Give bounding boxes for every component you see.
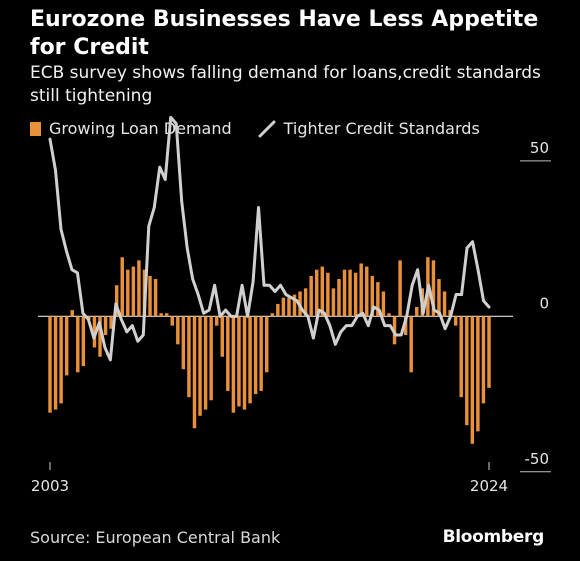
- bar: [453, 316, 458, 326]
- bar: [348, 269, 352, 317]
- bar: [431, 260, 436, 317]
- bar: [214, 316, 219, 326]
- bar: [470, 316, 475, 444]
- bar: [103, 316, 108, 335]
- bar: [326, 272, 330, 317]
- bar: [242, 316, 247, 410]
- bar: [309, 275, 313, 317]
- bar: [98, 316, 102, 357]
- bar: [342, 269, 347, 317]
- y-tick-label: -50: [525, 450, 550, 468]
- bar: [487, 316, 491, 388]
- bar: [92, 316, 97, 348]
- bar: [270, 313, 275, 317]
- bar: [59, 316, 63, 404]
- bar: [176, 316, 180, 345]
- bar: [303, 288, 308, 317]
- bar: [442, 291, 447, 317]
- bar: [153, 279, 158, 317]
- bar: [126, 269, 130, 317]
- bar: [276, 303, 280, 317]
- chart-subtitle: ECB survey shows falling demand for loan…: [30, 63, 541, 106]
- bar: [481, 316, 486, 404]
- bar: [226, 316, 230, 391]
- bar: [398, 260, 402, 317]
- source-note: Source: European Central Bank: [30, 528, 281, 547]
- bar: [403, 316, 408, 335]
- bar: [365, 266, 369, 317]
- bar: [287, 297, 291, 317]
- y-tick-label: 50: [530, 139, 549, 157]
- bar: [409, 316, 413, 373]
- bar: [376, 282, 380, 317]
- bar: [237, 316, 241, 407]
- bar: [476, 316, 480, 432]
- bar: [70, 310, 74, 317]
- bar: [370, 275, 375, 317]
- bar: [459, 316, 463, 398]
- bar: [381, 291, 386, 317]
- bar: [120, 257, 124, 317]
- bar: [465, 316, 469, 426]
- x-tick-label: 2003: [31, 477, 69, 495]
- bar: [48, 316, 52, 413]
- bar: [292, 294, 297, 317]
- bar: [76, 316, 80, 373]
- bar: [64, 316, 69, 376]
- bar: [320, 266, 325, 317]
- bar: [203, 316, 208, 410]
- legend-swatch-line: [258, 120, 276, 137]
- bar: [281, 297, 286, 317]
- bar: [192, 316, 197, 429]
- bar: [181, 316, 186, 370]
- chart-title: Eurozone Businesses Have Less Appetite f…: [30, 7, 539, 60]
- bar: [137, 260, 141, 317]
- bar: [331, 288, 336, 317]
- bar: [265, 316, 269, 373]
- bar: [198, 316, 202, 416]
- bar: [415, 307, 419, 317]
- y-tick-label: 0: [539, 294, 549, 312]
- bar: [170, 316, 174, 326]
- bar: [337, 279, 341, 317]
- bar: [253, 316, 258, 395]
- bar: [359, 263, 363, 317]
- bar: [315, 269, 319, 317]
- bar: [248, 316, 252, 404]
- bar: [164, 313, 169, 317]
- bar: [209, 316, 213, 401]
- legend-label-loan-demand: Growing Loan Demand: [49, 119, 232, 138]
- legend-label-credit-standards: Tighter Credit Standards: [283, 119, 480, 138]
- bar: [148, 275, 152, 317]
- legend: Growing Loan Demand Tighter Credit Stand…: [30, 119, 480, 138]
- bar: [259, 316, 263, 391]
- bar: [131, 266, 136, 317]
- x-tick-label: 2024: [470, 477, 508, 495]
- bloomberg-logo: Bloomberg: [442, 527, 545, 547]
- bar: [109, 316, 113, 329]
- legend-swatch-bars: [30, 121, 41, 136]
- bar: [387, 313, 391, 317]
- bar: [53, 316, 58, 410]
- bar: [437, 279, 441, 317]
- bar: [159, 313, 163, 317]
- bar: [231, 316, 236, 413]
- bar: [187, 316, 191, 398]
- bar: [81, 316, 86, 367]
- bar: [353, 272, 358, 317]
- bar: [220, 316, 224, 357]
- bar: [114, 285, 119, 317]
- series-line-credit-standards: [48, 115, 491, 362]
